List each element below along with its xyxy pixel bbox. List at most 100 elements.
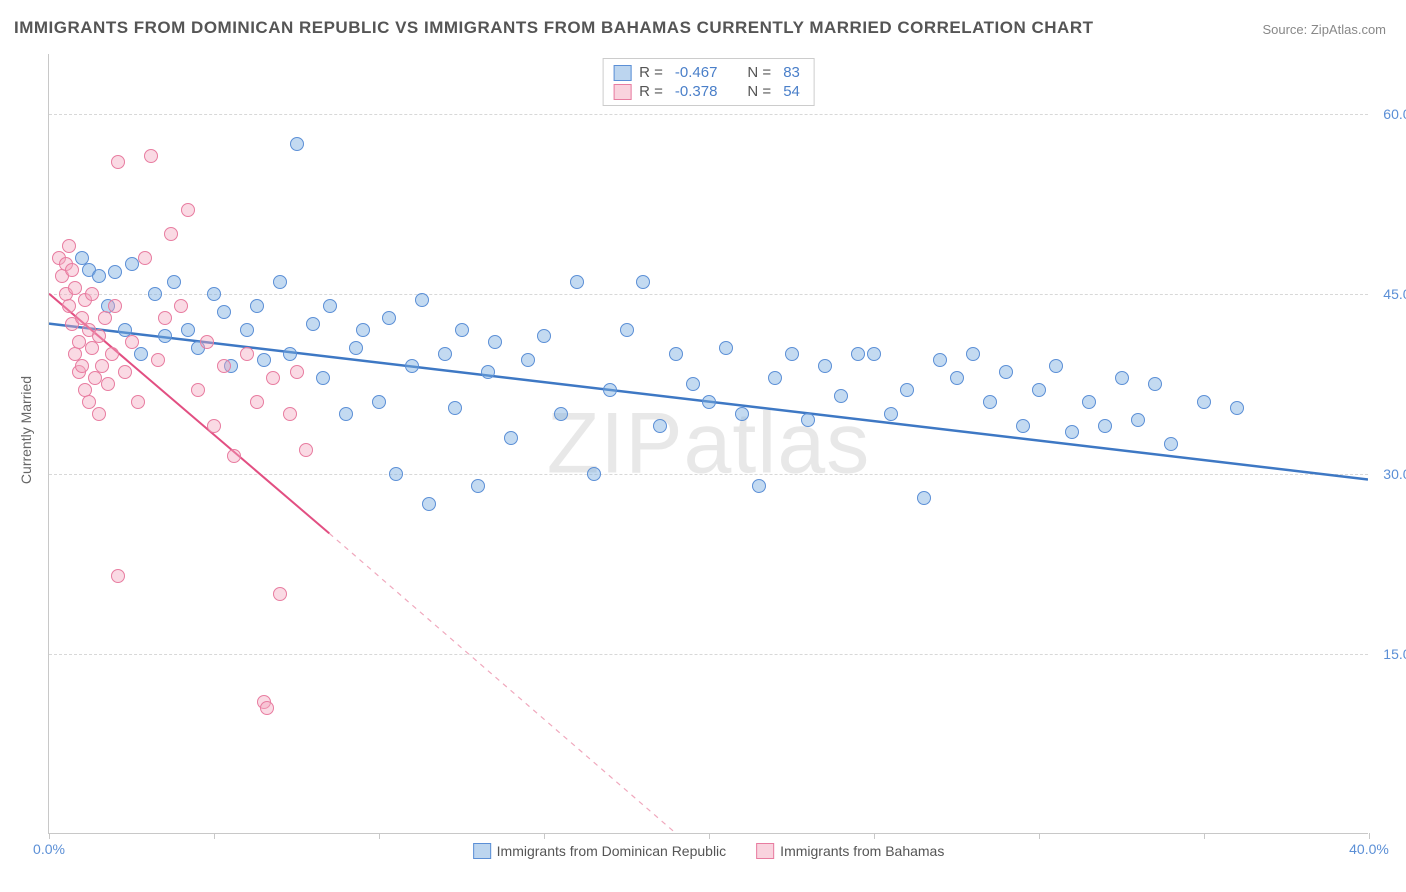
data-point-bahamas [78, 293, 92, 307]
swatch-pink-icon [613, 84, 631, 100]
data-point-dominican [785, 347, 799, 361]
data-point-dominican [917, 491, 931, 505]
data-point-bahamas [200, 335, 214, 349]
data-point-bahamas [131, 395, 145, 409]
data-point-dominican [283, 347, 297, 361]
data-point-dominican [82, 263, 96, 277]
data-point-dominican [900, 383, 914, 397]
trend-line [49, 324, 1368, 480]
data-point-bahamas [65, 317, 79, 331]
stat-r-value-bahamas: -0.378 [671, 83, 722, 100]
data-point-dominican [217, 305, 231, 319]
data-point-dominican [999, 365, 1013, 379]
data-point-bahamas [92, 407, 106, 421]
data-point-bahamas [108, 299, 122, 313]
y-tick-label: 30.0% [1373, 466, 1406, 482]
data-point-dominican [867, 347, 881, 361]
data-point-dominican [1049, 359, 1063, 373]
data-point-bahamas [158, 311, 172, 325]
data-point-bahamas [95, 359, 109, 373]
data-point-dominican [603, 383, 617, 397]
y-axis-label: Currently Married [18, 376, 34, 484]
data-point-dominican [1098, 419, 1112, 433]
data-point-bahamas [164, 227, 178, 241]
y-tick-label: 15.0% [1373, 646, 1406, 662]
grid-line [49, 474, 1368, 475]
x-tick-label: 0.0% [33, 841, 65, 857]
bottom-legend: Immigrants from Dominican Republic Immig… [473, 843, 945, 859]
data-point-dominican [1230, 401, 1244, 415]
data-point-dominican [382, 311, 396, 325]
data-point-bahamas [138, 251, 152, 265]
data-point-bahamas [260, 701, 274, 715]
data-point-dominican [884, 407, 898, 421]
grid-line [49, 294, 1368, 295]
data-point-dominican [1065, 425, 1079, 439]
source-attribution: Source: ZipAtlas.com [1262, 22, 1386, 37]
data-point-dominican [504, 431, 518, 445]
data-point-dominican [167, 275, 181, 289]
data-point-dominican [405, 359, 419, 373]
data-point-bahamas [78, 383, 92, 397]
trend-line [329, 533, 675, 833]
plot-area: ZIPatlas 15.0%30.0%45.0%60.0% R = -0.467… [48, 54, 1368, 834]
data-point-dominican [488, 335, 502, 349]
data-point-dominican [101, 299, 115, 313]
data-point-bahamas [111, 155, 125, 169]
data-point-dominican [191, 341, 205, 355]
data-point-dominican [620, 323, 634, 337]
legend-item-bahamas: Immigrants from Bahamas [756, 843, 944, 859]
data-point-dominican [801, 413, 815, 427]
data-point-bahamas [75, 359, 89, 373]
grid-line [49, 114, 1368, 115]
swatch-blue-icon [473, 843, 491, 859]
data-point-dominican [290, 137, 304, 151]
data-point-bahamas [72, 365, 86, 379]
data-point-dominican [1197, 395, 1211, 409]
data-point-dominican [966, 347, 980, 361]
data-point-bahamas [273, 587, 287, 601]
data-point-bahamas [125, 335, 139, 349]
x-tick-mark [1039, 833, 1040, 839]
data-point-dominican [471, 479, 485, 493]
data-point-bahamas [299, 443, 313, 457]
stats-row-bahamas: R = -0.378 N = 54 [613, 82, 804, 101]
data-point-bahamas [250, 395, 264, 409]
data-point-bahamas [151, 353, 165, 367]
data-point-dominican [719, 341, 733, 355]
data-point-bahamas [98, 311, 112, 325]
x-tick-mark [1204, 833, 1205, 839]
data-point-bahamas [105, 347, 119, 361]
data-point-dominican [323, 299, 337, 313]
data-point-dominican [125, 257, 139, 271]
watermark: ZIPatlas [547, 394, 870, 493]
data-point-dominican [1016, 419, 1030, 433]
stats-legend: R = -0.467 N = 83 R = -0.378 N = 54 [602, 58, 815, 106]
data-point-bahamas [257, 695, 271, 709]
legend-label-bahamas: Immigrants from Bahamas [780, 843, 944, 859]
data-point-dominican [481, 365, 495, 379]
data-point-bahamas [52, 251, 66, 265]
x-tick-mark [49, 833, 50, 839]
data-point-dominican [653, 419, 667, 433]
data-point-dominican [1032, 383, 1046, 397]
data-point-dominican [339, 407, 353, 421]
x-tick-mark [1369, 833, 1370, 839]
x-tick-mark [544, 833, 545, 839]
data-point-dominican [92, 269, 106, 283]
points-layer [49, 54, 1368, 833]
data-point-dominican [570, 275, 584, 289]
data-point-bahamas [62, 299, 76, 313]
data-point-dominican [240, 323, 254, 337]
data-point-dominican [316, 371, 330, 385]
data-point-dominican [158, 329, 172, 343]
swatch-blue-icon [613, 65, 631, 81]
data-point-dominican [415, 293, 429, 307]
y-tick-label: 45.0% [1373, 286, 1406, 302]
stat-n-value-dominican: 83 [779, 64, 804, 81]
data-point-bahamas [174, 299, 188, 313]
legend-label-dominican: Immigrants from Dominican Republic [497, 843, 727, 859]
data-point-dominican [257, 353, 271, 367]
stats-row-dominican: R = -0.467 N = 83 [613, 63, 804, 82]
data-point-bahamas [101, 377, 115, 391]
